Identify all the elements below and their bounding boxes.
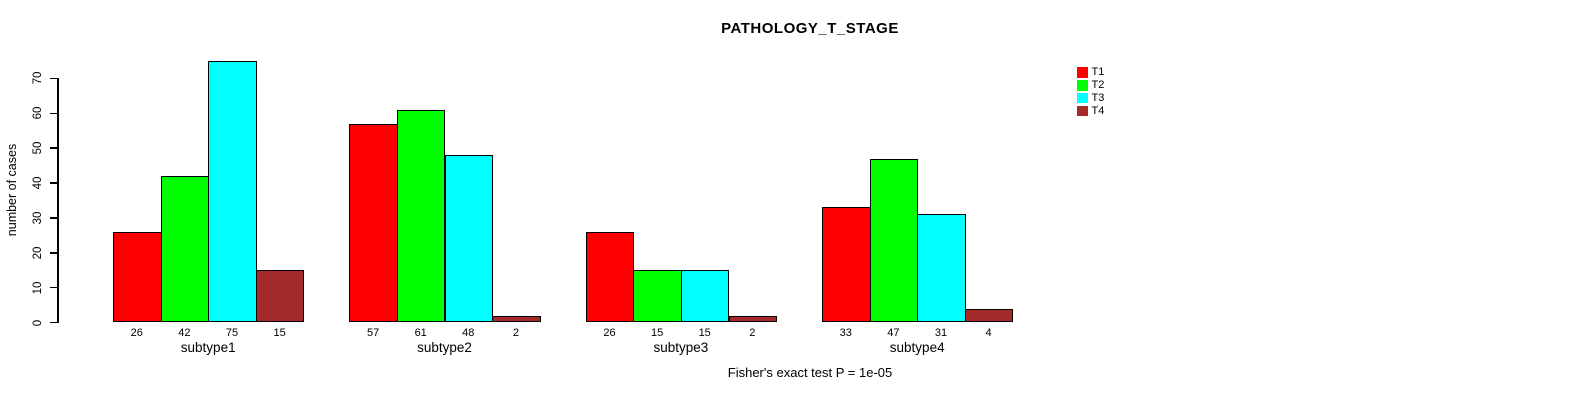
legend-swatch-t3 (1077, 92, 1088, 104)
bar-value-label: 75 (225, 327, 239, 339)
legend-swatch-t4 (1077, 105, 1088, 117)
bar-t4-subtype4 (964, 308, 1014, 323)
chart-title: PATHOLOGY_T_STAGE (721, 20, 899, 37)
legend-label: T4 (1091, 104, 1105, 117)
legend-swatch-t2 (1077, 80, 1088, 91)
legend-item-t2: T2 (1077, 79, 1104, 92)
y-axis-line (57, 78, 59, 324)
bar-t3-subtype4 (917, 214, 966, 323)
y-axis-tick (50, 77, 57, 80)
y-axis-tick-label-text: 40 (32, 176, 44, 190)
bar-value-label: 4 (985, 327, 992, 339)
legend-label: T3 (1091, 91, 1105, 104)
legend-label: T2 (1091, 78, 1105, 91)
bar-value-label: 57 (366, 327, 380, 339)
y-axis-tick (50, 286, 57, 289)
y-axis-tick-label-text: 20 (32, 246, 44, 260)
bar-value-label: 15 (650, 327, 664, 339)
y-axis-tick-label-text: 50 (32, 141, 44, 155)
bar-t4-subtype3 (728, 315, 778, 323)
bar-value-label: 31 (934, 327, 948, 339)
y-axis-tick (50, 252, 57, 254)
bar-t2-subtype1 (160, 176, 210, 323)
y-axis-tick (50, 321, 57, 324)
category-label-subtype2: subtype2 (417, 340, 472, 355)
bar-value-label: 42 (178, 327, 191, 339)
y-axis-tick-label-text: 30 (32, 211, 44, 225)
legend-swatch-t1 (1077, 67, 1088, 78)
bar-value-label: 15 (698, 327, 711, 339)
bar-value-label: 48 (462, 327, 475, 339)
legend-item-t1: T1 (1077, 66, 1104, 79)
bar-value-label: 47 (887, 327, 900, 339)
bar-t3-subtype3 (680, 270, 730, 323)
bar-t4-subtype1 (255, 270, 305, 323)
y-axis-tick (50, 112, 57, 115)
bar-t1-subtype4 (822, 207, 871, 323)
bar-value-label: 2 (512, 327, 519, 339)
bar-value-label: 2 (749, 327, 756, 339)
bar-t4-subtype2 (492, 315, 541, 323)
y-axis-tick-label-text: 60 (32, 106, 44, 120)
bar-value-label: 33 (839, 327, 852, 339)
annotation-fisher-test: Fisher's exact test P = 1e-05 (727, 365, 893, 380)
y-axis-tick-label-text: 10 (32, 281, 44, 295)
bar-t3-subtype2 (444, 155, 494, 323)
y-axis-tick (50, 147, 57, 149)
bar-value-label: 61 (414, 327, 427, 339)
category-label-subtype3: subtype3 (653, 340, 709, 355)
legend: T1 T2 T3 T4 (1077, 66, 1104, 118)
legend-label: T1 (1091, 65, 1105, 78)
category-label-subtype1: subtype1 (180, 340, 236, 355)
bar-t1-subtype1 (113, 231, 162, 323)
bar-value-label: 26 (603, 327, 616, 339)
bar-t1-subtype3 (585, 231, 635, 323)
legend-item-t4: T4 (1077, 105, 1104, 118)
bar-value-label: 26 (130, 327, 143, 339)
y-axis-label-text: number of cases (5, 143, 19, 237)
bar-t2-subtype3 (633, 270, 682, 323)
bar-t2-subtype2 (396, 109, 446, 323)
category-label-subtype4: subtype4 (889, 340, 945, 355)
bar-value-label: 15 (273, 327, 286, 339)
legend-item-t3: T3 (1077, 92, 1104, 105)
y-axis-tick-label-text: 70 (32, 72, 44, 85)
bar-t3-subtype1 (208, 61, 257, 323)
bar-t1-subtype2 (349, 123, 398, 323)
y-axis-tick (50, 217, 57, 219)
bar-t2-subtype4 (869, 158, 919, 323)
y-axis-tick (50, 182, 57, 184)
y-axis-tick-label-text: 0 (32, 319, 44, 326)
